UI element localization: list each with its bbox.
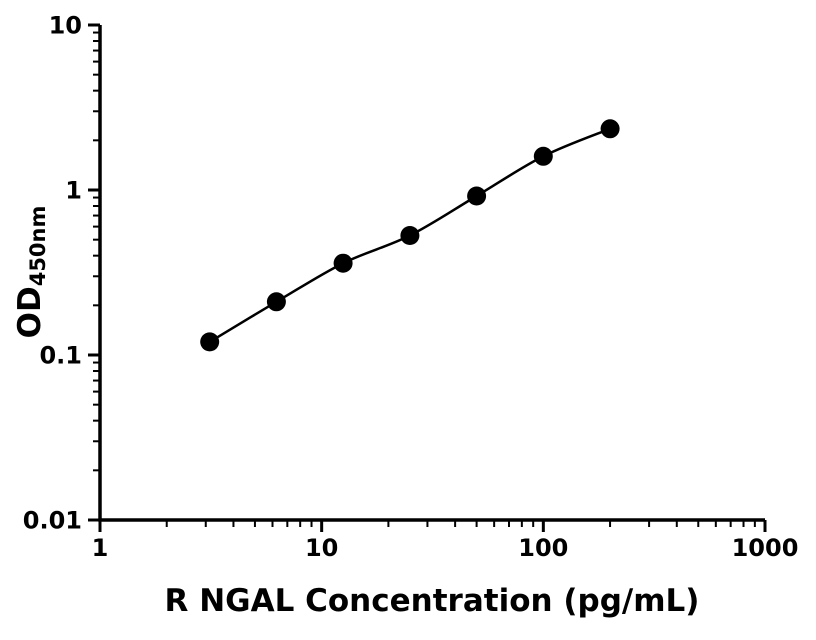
data-point-marker xyxy=(533,146,553,166)
x-axis-title: R NGAL Concentration (pg/mL) xyxy=(164,583,700,619)
x-tick-label: 1000 xyxy=(732,534,799,562)
y-tick-label: 1 xyxy=(65,176,82,204)
y-tick-label: 0.01 xyxy=(23,506,82,534)
x-tick-label: 100 xyxy=(518,534,568,562)
axis-lines xyxy=(98,25,765,522)
data-point-marker xyxy=(200,332,220,352)
y-tick-label: 10 xyxy=(49,11,82,39)
y-tick-label: 0.1 xyxy=(39,341,82,369)
x-tick-label: 10 xyxy=(305,534,338,562)
data-point-marker xyxy=(467,186,487,206)
data-point-marker xyxy=(400,226,420,245)
y-axis-title: OD450nm xyxy=(12,206,50,339)
data-point-marker xyxy=(600,119,620,139)
od-subscript-label: 450nm xyxy=(26,205,50,287)
x-tick-label: 1 xyxy=(92,534,109,562)
data-point-marker xyxy=(333,253,353,273)
data-point-marker xyxy=(266,292,286,312)
od-label: OD xyxy=(12,286,48,339)
